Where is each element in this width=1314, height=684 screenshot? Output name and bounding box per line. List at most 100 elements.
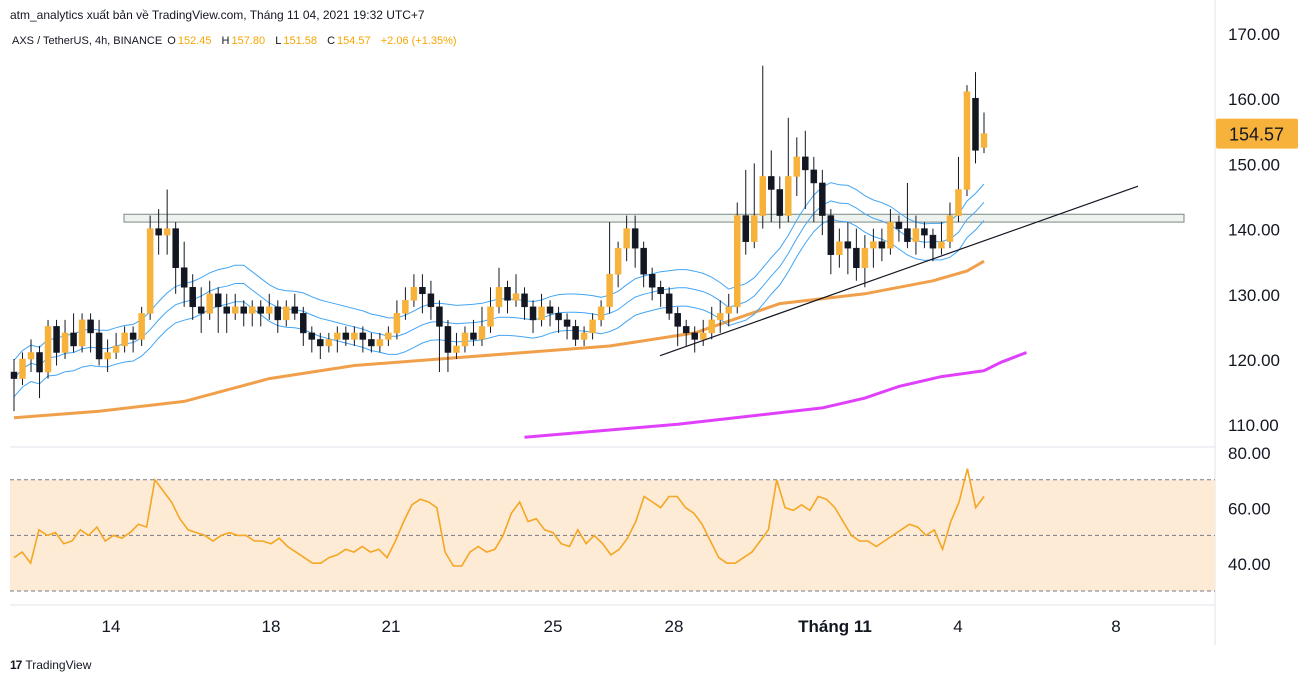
high-label: H xyxy=(221,35,230,47)
candle-body xyxy=(785,176,792,216)
candle-body xyxy=(538,306,545,321)
candle-body xyxy=(699,332,707,340)
price-tick-label: 140.00 xyxy=(1228,221,1280,240)
candle-body xyxy=(819,182,826,216)
candle-body xyxy=(887,221,894,249)
open-label: O xyxy=(167,35,176,47)
close-label: C xyxy=(327,35,336,47)
candle-body xyxy=(129,332,137,340)
candle-body xyxy=(665,293,673,314)
ema-slow-line xyxy=(13,259,985,420)
price-tick-label: 150.00 xyxy=(1228,155,1280,174)
candle-body xyxy=(402,300,409,314)
candle-body xyxy=(938,241,945,249)
candle-body xyxy=(640,247,647,275)
tradingview-logo: 17 xyxy=(10,658,22,672)
candle-body xyxy=(240,306,247,314)
candle-body xyxy=(121,332,128,347)
price-tick-label: 110.00 xyxy=(1228,416,1279,435)
trendline xyxy=(659,185,1139,357)
candle-body xyxy=(334,332,341,340)
candle-body xyxy=(308,332,316,340)
price-tick-label: 130.00 xyxy=(1228,286,1280,305)
candle-body xyxy=(716,313,724,321)
candle-body xyxy=(631,228,639,249)
candle-body xyxy=(461,332,469,347)
candle-body xyxy=(614,247,622,275)
resistance-zone xyxy=(123,213,1185,223)
rsi-tick-label: 60.00 xyxy=(1228,500,1271,519)
candle-body xyxy=(231,306,239,314)
candle-body xyxy=(853,247,860,268)
candle-body xyxy=(682,326,690,334)
candle-body xyxy=(674,313,681,327)
candle-body xyxy=(495,287,503,308)
candle-body xyxy=(827,215,835,255)
candle-body xyxy=(351,332,358,340)
candle-body xyxy=(419,287,426,295)
candle-body xyxy=(61,332,69,353)
candle-body xyxy=(963,91,971,190)
candle-body xyxy=(870,241,877,249)
candle-body xyxy=(104,352,111,360)
candle-body xyxy=(138,313,145,340)
candle-body xyxy=(427,293,435,308)
candle-body xyxy=(342,332,350,340)
candle-body xyxy=(436,306,443,327)
candle-body xyxy=(223,306,230,314)
candle-body xyxy=(163,228,171,236)
candle-body xyxy=(529,306,537,321)
candle-body xyxy=(248,306,256,314)
tradingview-footer: 17 TradingView xyxy=(10,658,91,672)
candle-body xyxy=(980,133,988,148)
candle-body xyxy=(810,169,818,184)
candle-body xyxy=(146,228,154,314)
candle-body xyxy=(759,176,767,216)
candle-body xyxy=(836,241,843,255)
candle-body xyxy=(589,319,596,334)
candle-body xyxy=(257,306,265,314)
candle-body xyxy=(955,189,962,216)
candle-body xyxy=(317,339,324,347)
candle-body xyxy=(10,371,18,379)
candle-body xyxy=(206,293,213,314)
candle-body xyxy=(597,306,605,321)
candle-body xyxy=(180,267,188,288)
candle-body xyxy=(776,189,784,216)
candle-body xyxy=(521,293,528,308)
price-tick-label: 120.00 xyxy=(1228,351,1280,370)
candle-body xyxy=(283,306,290,321)
candle-body xyxy=(172,228,179,268)
candle-body xyxy=(946,215,954,242)
candle-body xyxy=(648,273,656,288)
time-tick-label: 4 xyxy=(953,617,962,636)
last-price-tag xyxy=(1216,118,1298,149)
candle-body xyxy=(691,332,698,340)
candle-body xyxy=(572,326,579,340)
candle-body xyxy=(274,306,282,321)
candle-body xyxy=(623,228,630,249)
brand-name: TradingView xyxy=(25,658,92,672)
candle-body xyxy=(802,156,809,171)
candle-body xyxy=(708,319,715,334)
candle-body xyxy=(878,241,886,249)
candle-body xyxy=(95,332,103,360)
candle-body xyxy=(87,319,94,334)
candle-body xyxy=(376,339,384,347)
time-tick-label: 18 xyxy=(262,617,281,636)
time-tick-label: 28 xyxy=(665,617,684,636)
candle-body xyxy=(972,97,979,151)
candle-body xyxy=(36,352,43,373)
candle-body xyxy=(563,319,571,327)
candle-body xyxy=(470,332,477,340)
candle-body xyxy=(444,326,452,353)
candle-body xyxy=(19,358,26,379)
close-value: 154.57 xyxy=(337,35,371,47)
candle-body xyxy=(478,326,486,340)
candle-body xyxy=(155,228,162,236)
time-tick-label: 25 xyxy=(544,617,563,636)
open-value: 152.45 xyxy=(177,35,212,47)
change-value: +2.06 (+1.35%) xyxy=(380,35,457,47)
candle-body xyxy=(53,326,60,353)
